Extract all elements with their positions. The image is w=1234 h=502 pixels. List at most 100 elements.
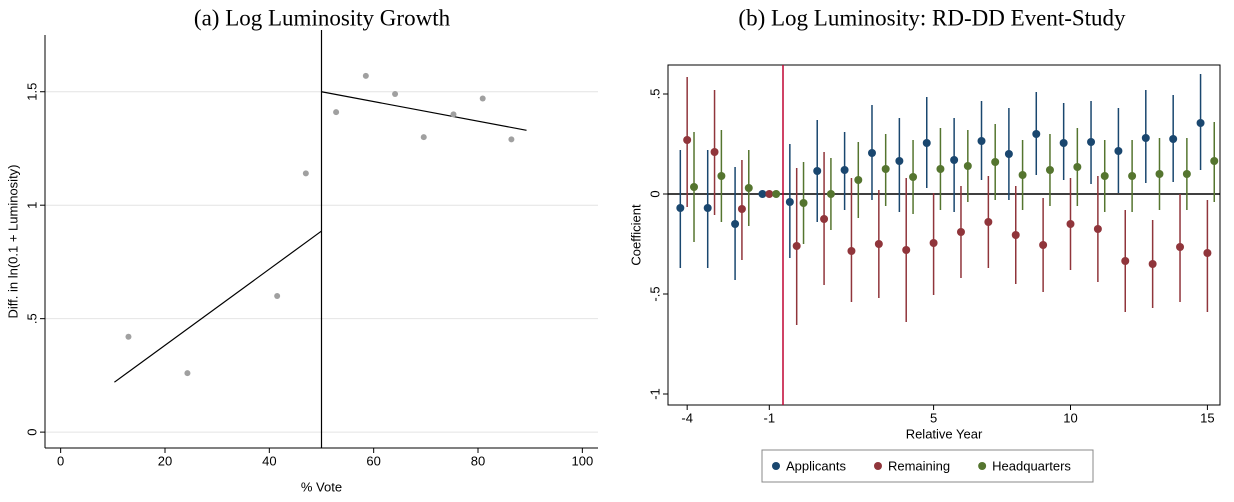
point bbox=[854, 176, 863, 184]
point bbox=[717, 172, 726, 180]
point bbox=[1128, 172, 1137, 180]
point bbox=[820, 215, 829, 223]
point bbox=[1196, 119, 1205, 127]
point bbox=[792, 242, 801, 250]
y-tick-label: .5 bbox=[24, 313, 39, 324]
point bbox=[703, 204, 712, 212]
point bbox=[362, 72, 369, 79]
point bbox=[1203, 249, 1212, 257]
legend-label: Headquarters bbox=[992, 458, 1071, 473]
point bbox=[874, 240, 883, 248]
point bbox=[333, 109, 340, 116]
point bbox=[683, 136, 692, 144]
point bbox=[881, 165, 890, 173]
fit-line bbox=[321, 91, 527, 131]
point bbox=[479, 95, 486, 102]
fit-line bbox=[114, 230, 322, 383]
point bbox=[1093, 225, 1102, 233]
point bbox=[274, 292, 281, 299]
point bbox=[1059, 139, 1068, 147]
point bbox=[1210, 157, 1219, 165]
point bbox=[963, 162, 972, 170]
point bbox=[184, 370, 191, 377]
point bbox=[420, 134, 427, 141]
y-tick-label: -1 bbox=[647, 388, 662, 400]
point bbox=[1141, 134, 1150, 142]
x-tick-label: 80 bbox=[471, 453, 485, 468]
legend-box bbox=[761, 449, 1094, 483]
point bbox=[676, 204, 685, 212]
point bbox=[991, 158, 1000, 166]
point bbox=[902, 246, 911, 254]
point bbox=[1073, 163, 1082, 171]
point bbox=[1011, 231, 1020, 239]
point bbox=[1032, 130, 1041, 138]
legend-marker bbox=[873, 462, 882, 470]
x-axis-label: Relative Year bbox=[906, 426, 983, 441]
y-axis-label: Diff. in ln(0.1 + Luminosity) bbox=[5, 164, 20, 318]
point bbox=[922, 139, 931, 147]
point bbox=[1148, 260, 1157, 268]
y-tick-label: 0 bbox=[24, 428, 39, 435]
point bbox=[125, 333, 132, 340]
y-tick-label: .5 bbox=[647, 89, 662, 100]
point bbox=[956, 228, 965, 236]
x-axis-label: % Vote bbox=[301, 479, 342, 494]
point bbox=[392, 91, 399, 97]
chart-title: (a) Log Luminosity Growth bbox=[194, 5, 451, 30]
point bbox=[731, 220, 740, 228]
point bbox=[302, 170, 309, 177]
plot-frame bbox=[667, 64, 1221, 406]
point bbox=[508, 136, 515, 143]
chart-title: (b) Log Luminosity: RD-DD Event-Study bbox=[738, 5, 1126, 30]
point bbox=[1066, 220, 1075, 228]
x-tick-label: 0 bbox=[57, 453, 64, 468]
point bbox=[1176, 243, 1185, 251]
point bbox=[826, 190, 835, 198]
y-axis-label: Coefficient bbox=[628, 204, 643, 266]
point bbox=[895, 157, 904, 165]
x-tick-label: 40 bbox=[262, 453, 276, 468]
point bbox=[450, 111, 457, 118]
legend-marker bbox=[772, 462, 780, 470]
point bbox=[799, 199, 808, 207]
point bbox=[867, 149, 876, 157]
point bbox=[840, 166, 849, 174]
point bbox=[936, 165, 945, 173]
point bbox=[758, 190, 767, 198]
point bbox=[765, 190, 774, 198]
x-tick-label: 60 bbox=[366, 453, 380, 468]
point bbox=[785, 198, 794, 206]
point bbox=[744, 184, 753, 192]
point bbox=[1100, 172, 1109, 180]
point bbox=[1039, 241, 1048, 249]
x-tick-label: 20 bbox=[158, 453, 172, 468]
x-tick-label: -4 bbox=[681, 410, 693, 425]
legend-marker bbox=[978, 462, 987, 470]
point bbox=[847, 247, 856, 255]
point bbox=[1114, 147, 1123, 155]
point bbox=[690, 183, 699, 191]
point bbox=[977, 137, 986, 145]
point bbox=[929, 239, 938, 247]
x-tick-label: 5 bbox=[930, 410, 937, 425]
point bbox=[909, 173, 918, 181]
point bbox=[1121, 257, 1130, 265]
legend-label: Remaining bbox=[888, 458, 950, 473]
x-tick-label: 100 bbox=[571, 453, 593, 468]
x-tick-label: 15 bbox=[1200, 410, 1214, 425]
point bbox=[1018, 171, 1027, 179]
y-tick-label: -.5 bbox=[647, 286, 662, 301]
point bbox=[813, 167, 822, 175]
legend-label: Applicants bbox=[786, 458, 846, 473]
point bbox=[772, 190, 781, 198]
point bbox=[1004, 150, 1013, 158]
point bbox=[984, 218, 993, 226]
point bbox=[1087, 138, 1096, 146]
point bbox=[737, 205, 746, 213]
point bbox=[1182, 170, 1191, 178]
point bbox=[1169, 135, 1178, 143]
point bbox=[1045, 166, 1054, 174]
point bbox=[950, 156, 959, 164]
